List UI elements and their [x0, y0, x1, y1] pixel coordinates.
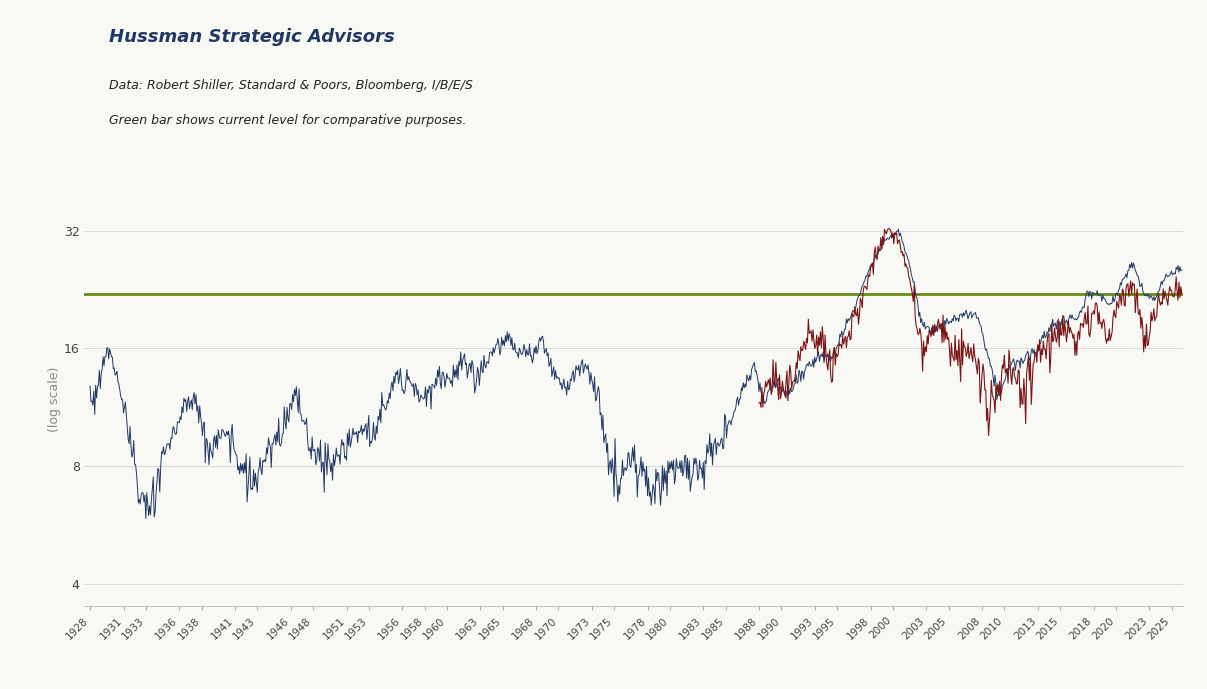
Text: Hussman Strategic Advisors: Hussman Strategic Advisors: [109, 28, 395, 45]
Text: Data: Robert Shiller, Standard & Poors, Bloomberg, I/B/E/S: Data: Robert Shiller, Standard & Poors, …: [109, 79, 472, 92]
Y-axis label: (log scale): (log scale): [48, 367, 62, 432]
Text: Green bar shows current level for comparative purposes.: Green bar shows current level for compar…: [109, 114, 466, 127]
